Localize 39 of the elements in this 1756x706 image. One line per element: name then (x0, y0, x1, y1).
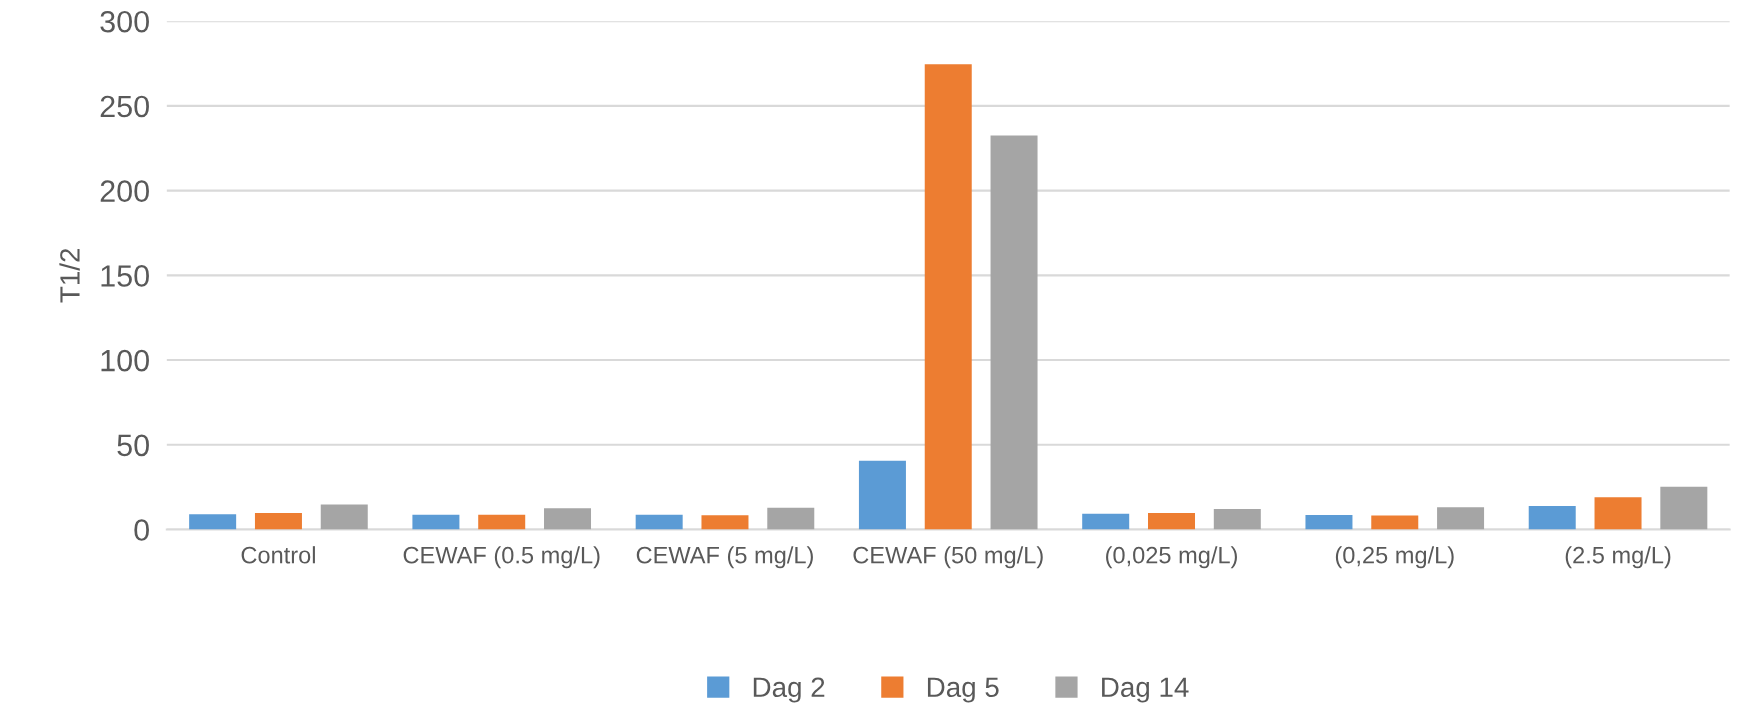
y-tick-label: 300 (100, 10, 149, 33)
bar (1082, 513, 1130, 530)
bar (1528, 506, 1576, 530)
y-tick-label: 200 (100, 180, 149, 202)
legend-label: Dag 2 (753, 677, 825, 703)
bar (701, 515, 749, 530)
bar (1305, 514, 1353, 530)
bar (544, 508, 592, 530)
x-tick-label: Control (241, 546, 315, 564)
y-tick-label: 150 (101, 265, 149, 287)
bar (254, 513, 302, 530)
bar (1213, 509, 1261, 530)
bar (478, 514, 526, 530)
y-tick-label: 50 (117, 434, 149, 457)
bar (320, 504, 368, 530)
y-axis-title: T1/2 (59, 248, 80, 303)
bar (1660, 486, 1708, 530)
bar (990, 135, 1038, 530)
bar (1437, 507, 1485, 530)
bar (1371, 515, 1419, 530)
bar (858, 460, 906, 530)
bar (1594, 497, 1642, 530)
x-tick-label: (0,025 mg/L) (1106, 546, 1237, 569)
legend-label: Dag 14 (1102, 677, 1189, 703)
bar (189, 514, 237, 530)
bar (767, 507, 815, 530)
bar (1148, 513, 1195, 530)
bar (635, 514, 683, 530)
legend-label: Dag 5 (927, 677, 999, 703)
x-tick-label: CEWAF (5 mg/L) (636, 546, 813, 569)
y-tick-label: 0 (134, 519, 149, 541)
x-tick-label: (2.5 mg/L) (1565, 546, 1671, 569)
y-tick-label: 100 (101, 349, 149, 372)
bar (924, 64, 972, 530)
x-tick-label: (0,25 mg/L) (1335, 546, 1454, 569)
x-tick-label: CEWAF (50 mg/L) (853, 546, 1043, 569)
x-tick-label: CEWAF (0.5 mg/L) (403, 546, 600, 569)
bar (412, 514, 460, 530)
y-tick-label: 250 (100, 95, 149, 118)
